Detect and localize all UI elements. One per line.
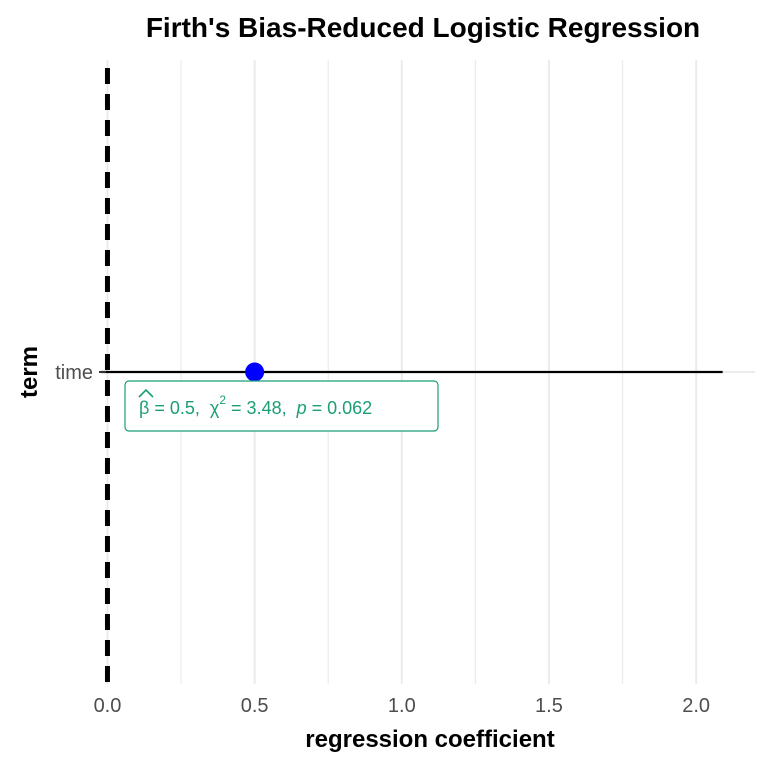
x-tick-label: 0.0 (94, 695, 122, 717)
beta-symbol: β (139, 398, 149, 418)
annotation-text: β = 0.5, χ2 = 3.48, p = 0.062 (139, 393, 372, 418)
beta-value: = 0.5, (149, 398, 200, 418)
p-value: = 0.062 (307, 398, 373, 418)
chi-value: = 3.48, (226, 398, 287, 418)
x-tick-label: 2.0 (682, 695, 710, 717)
y-axis-label: term (16, 346, 43, 398)
annotation-box (124, 380, 439, 432)
p-symbol: p (296, 398, 307, 418)
axis-ticks: 0.0 0.5 1.0 1.5 2.0 time (55, 362, 710, 717)
chart-title: Firth's Bias-Reduced Logistic Regression (146, 12, 700, 43)
x-tick-label: 0.5 (241, 695, 269, 717)
y-tick-label: time (55, 362, 93, 384)
hat-icon (138, 388, 154, 398)
chi-symbol: χ (210, 398, 220, 418)
x-axis-label: regression coefficient (305, 726, 554, 753)
estimate-point (245, 362, 265, 382)
estimate-annotation: β = 0.5, χ2 = 3.48, p = 0.062 (124, 380, 439, 432)
chi-superscript: 2 (219, 393, 226, 407)
plot-marks (101, 68, 723, 684)
x-tick-label: 1.0 (388, 695, 416, 717)
x-tick-label: 1.5 (535, 695, 563, 717)
